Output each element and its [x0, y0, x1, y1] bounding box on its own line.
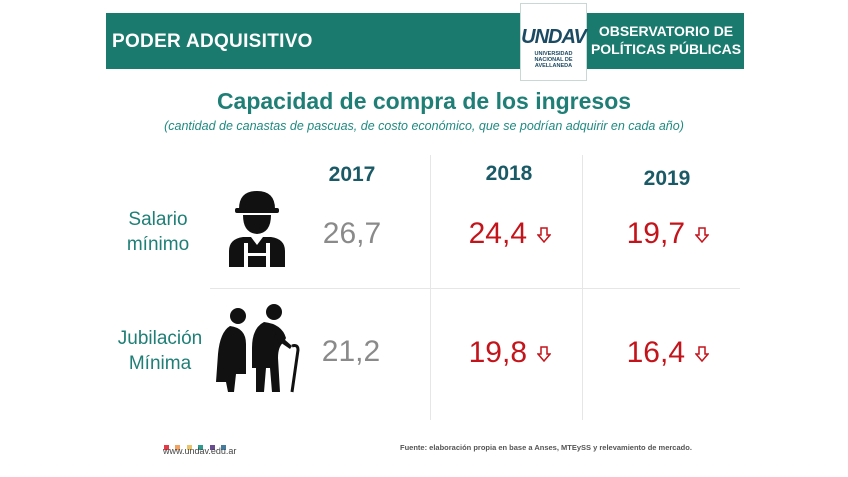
header-right-line1: OBSERVATORIO DE [598, 23, 734, 39]
down-arrow-icon [695, 227, 710, 244]
value-jubilacion-2019: 16,4 [608, 336, 728, 370]
value-salario-2019: 19,7 [608, 217, 728, 251]
row-divider [210, 288, 740, 289]
row-label-salario-line1: Salario [128, 209, 188, 230]
undav-logo: UNDAV UNIVERSIDAD NACIONAL DE AVELLANEDA [520, 3, 587, 81]
footer-dot [209, 445, 215, 450]
value-salario-2018-text: 24,4 [468, 217, 528, 250]
footer-dot [186, 445, 192, 450]
year-header-2017: 2017 [328, 163, 376, 186]
footer-dot [175, 445, 181, 450]
value-jubilacion-2018: 19,8 [450, 336, 570, 370]
header-right-title: OBSERVATORIO DE POLÍTICAS PÚBLICAS [590, 22, 742, 58]
header-left-title: PODER ADQUISITIVO [112, 31, 313, 52]
value-jubilacion-2017: 21,2 [321, 335, 381, 368]
value-jubilacion-2019-text: 16,4 [626, 336, 686, 369]
down-arrow-icon [537, 346, 552, 363]
page-subtitle: (cantidad de canastas de pascuas, de cos… [164, 119, 684, 133]
footer-color-dots [164, 437, 228, 450]
worker-icon [229, 191, 285, 267]
row-label-jubilacion-line2: Mínima [128, 353, 192, 374]
footer-dot [198, 445, 204, 450]
column-divider-2 [582, 155, 583, 420]
column-divider-1 [430, 155, 431, 420]
value-salario-2017: 26,7 [322, 217, 382, 250]
footer-url[interactable]: www.undav.edu.ar [163, 446, 237, 456]
logo-sub-line2: NACIONAL DE [534, 57, 573, 63]
row-label-jubilacion-line1: Jubilación [117, 328, 203, 349]
row-label-jubilacion: Jubilación Mínima [105, 326, 215, 376]
logo-subtitle: UNIVERSIDAD NACIONAL DE AVELLANEDA [521, 51, 586, 69]
header-right-line2: POLÍTICAS PÚBLICAS [590, 41, 742, 57]
year-header-2019: 2019 [643, 167, 691, 190]
down-arrow-icon [537, 227, 552, 244]
value-jubilacion-2018-text: 19,8 [468, 336, 528, 369]
page-title: Capacidad de compra de los ingresos [216, 88, 632, 114]
logo-sub-line3: AVELLANEDA [534, 63, 573, 69]
logo-text: UNDAV [521, 26, 587, 48]
footer-source: Fuente: elaboración propia en base a Ans… [400, 443, 692, 452]
logo-sub-line1: UNIVERSIDAD [534, 51, 573, 57]
value-salario-2018: 24,4 [450, 217, 570, 251]
footer-dot [164, 445, 169, 450]
value-salario-2019-text: 19,7 [626, 217, 686, 250]
year-header-2018: 2018 [485, 162, 533, 185]
down-arrow-icon [695, 346, 710, 363]
elderly-couple-icon [216, 304, 300, 393]
row-label-salario: Salario mínimo [113, 207, 203, 257]
row-label-salario-line2: mínimo [126, 234, 190, 255]
header-bar [106, 13, 744, 69]
footer-dot [221, 445, 227, 450]
